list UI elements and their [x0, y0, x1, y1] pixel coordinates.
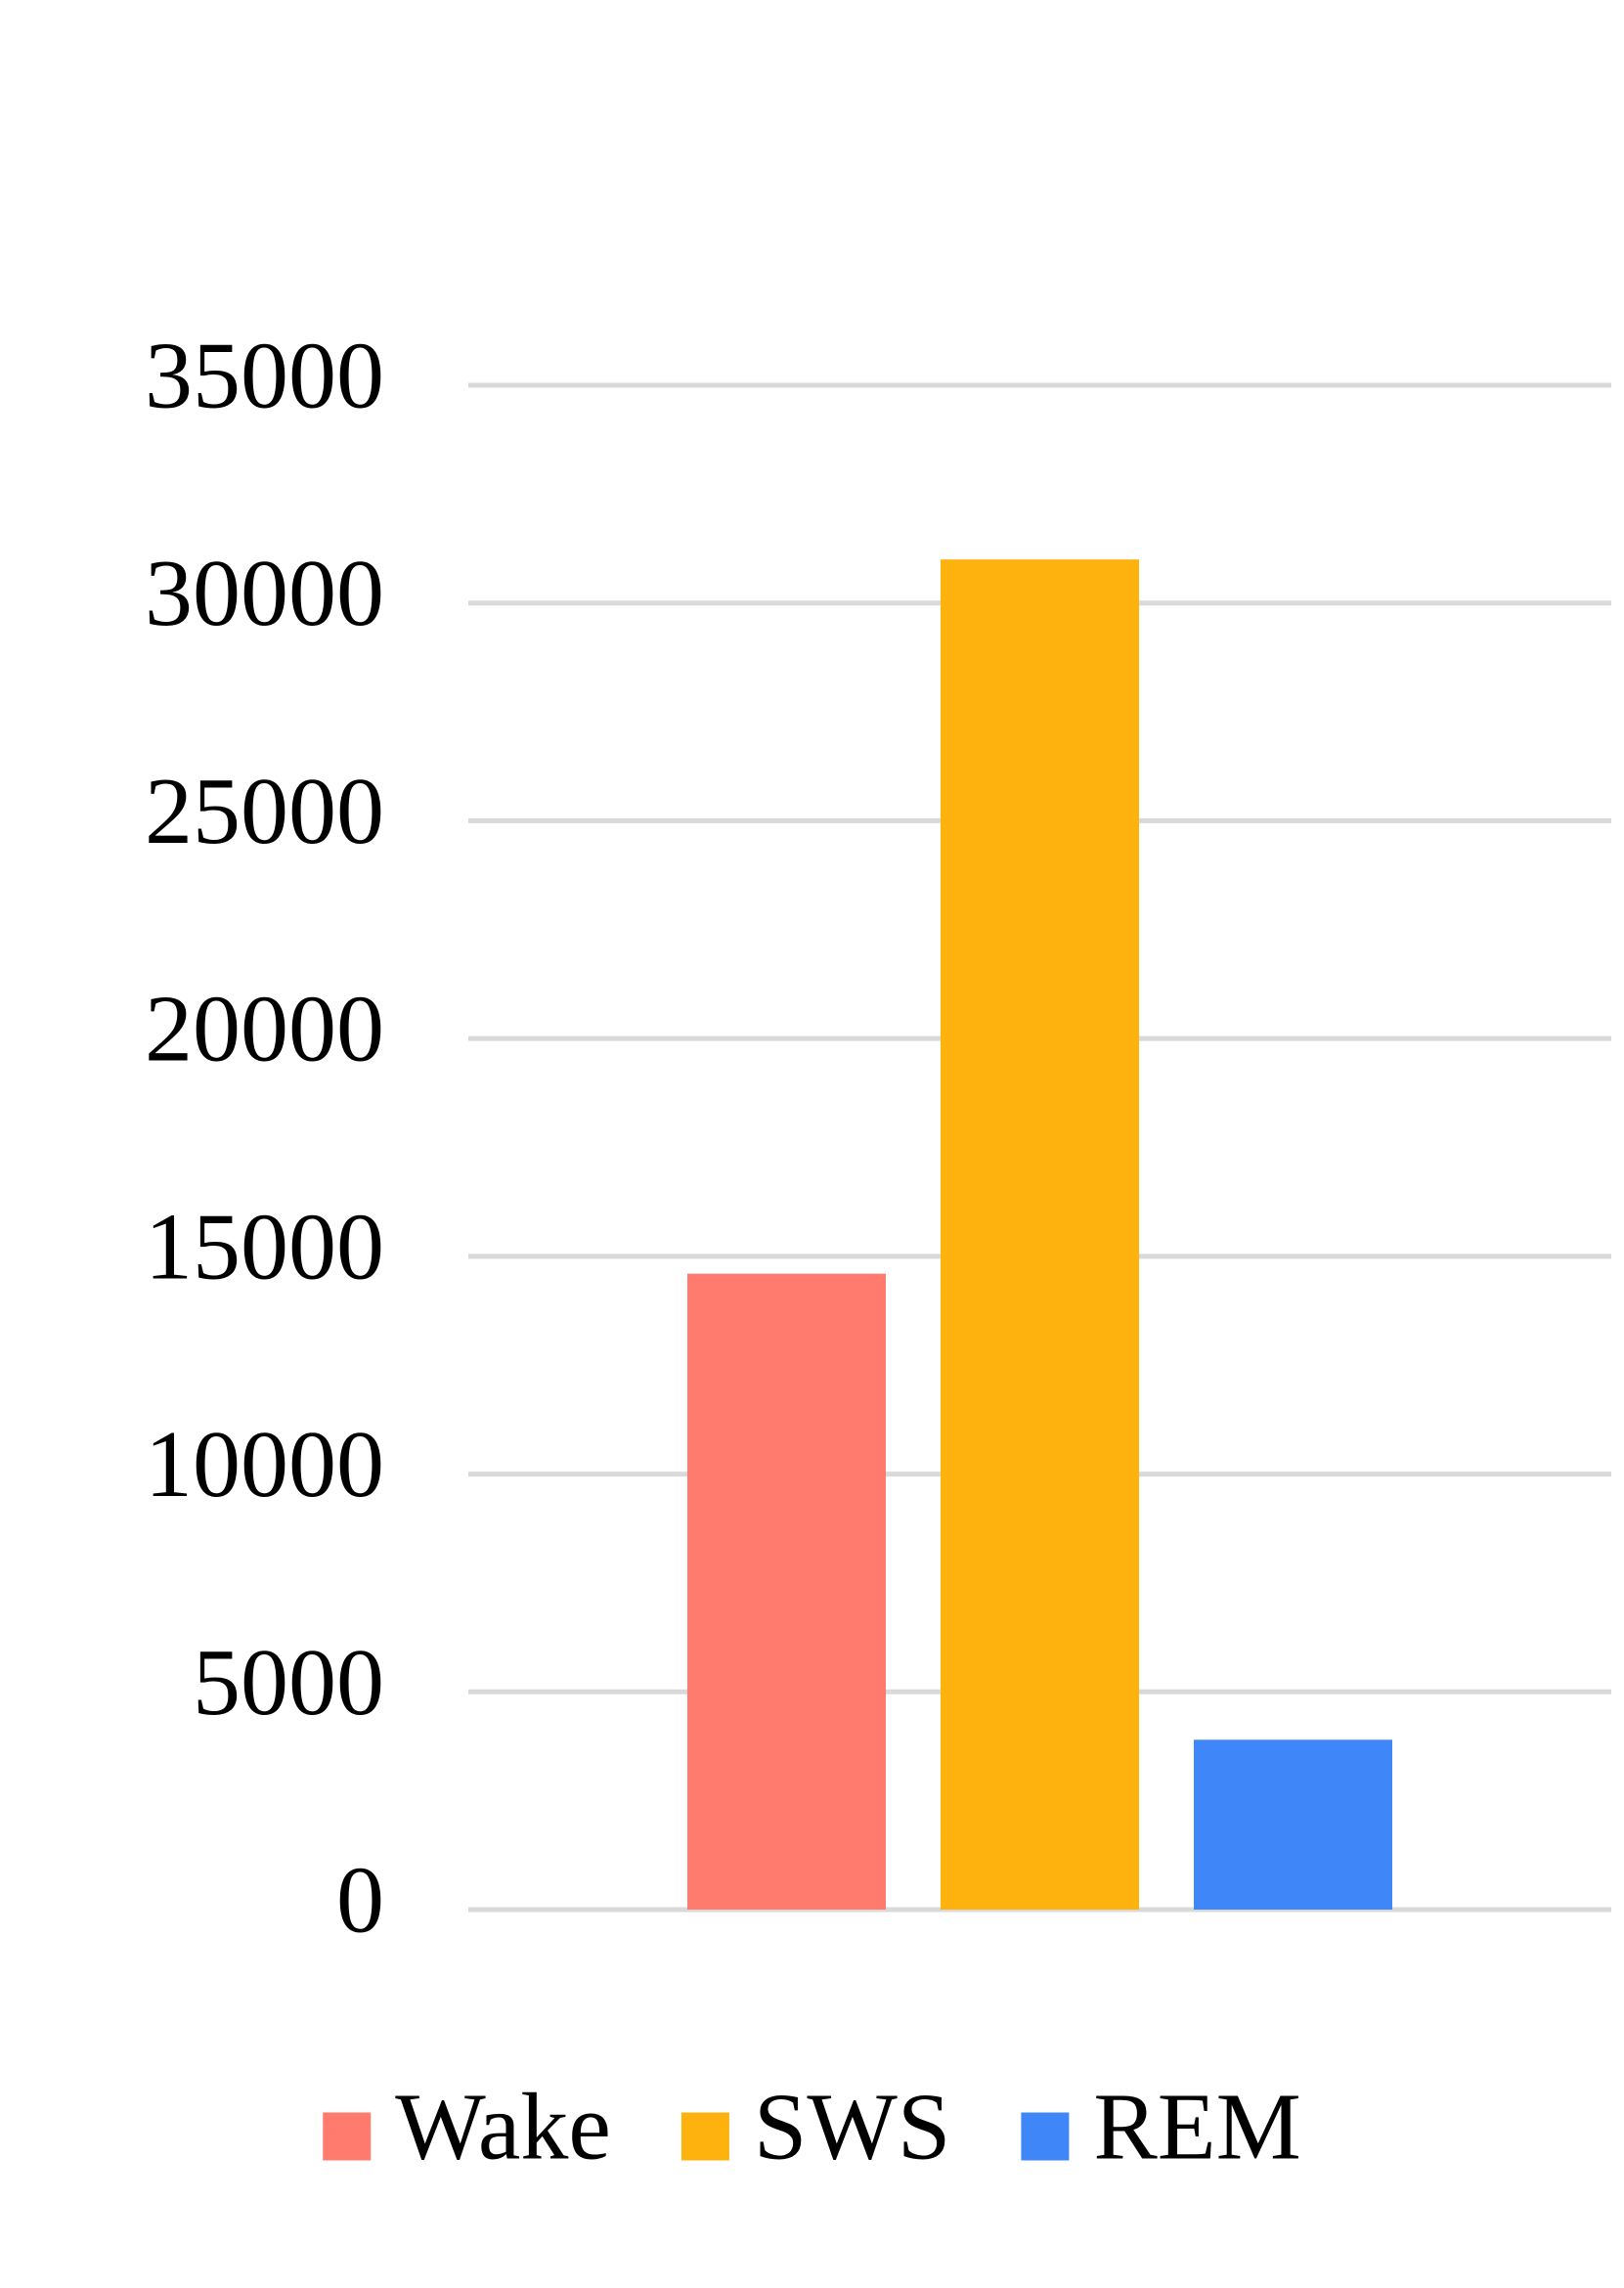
y-tick-label: 25000: [145, 759, 384, 864]
bar: [1194, 1739, 1392, 1910]
y-tick-label: 15000: [145, 1194, 384, 1299]
legend-swatch: [1021, 2112, 1070, 2161]
bar: [941, 559, 1139, 1911]
y-tick-label: 30000: [145, 541, 384, 646]
legend-label: SWS: [754, 2074, 951, 2179]
y-tick-label: 5000: [193, 1630, 384, 1736]
y-tick-label: 0: [336, 1847, 384, 1953]
y-tick-label: 35000: [145, 323, 384, 428]
bar: [687, 1273, 886, 1910]
y-tick-label: 10000: [145, 1412, 384, 1518]
legend-swatch: [323, 2112, 372, 2161]
legend-label: REM: [1093, 2074, 1300, 2179]
y-tick-label: 20000: [145, 977, 384, 1082]
legend-label: Wake: [395, 2074, 611, 2179]
legend-swatch: [680, 2112, 729, 2161]
